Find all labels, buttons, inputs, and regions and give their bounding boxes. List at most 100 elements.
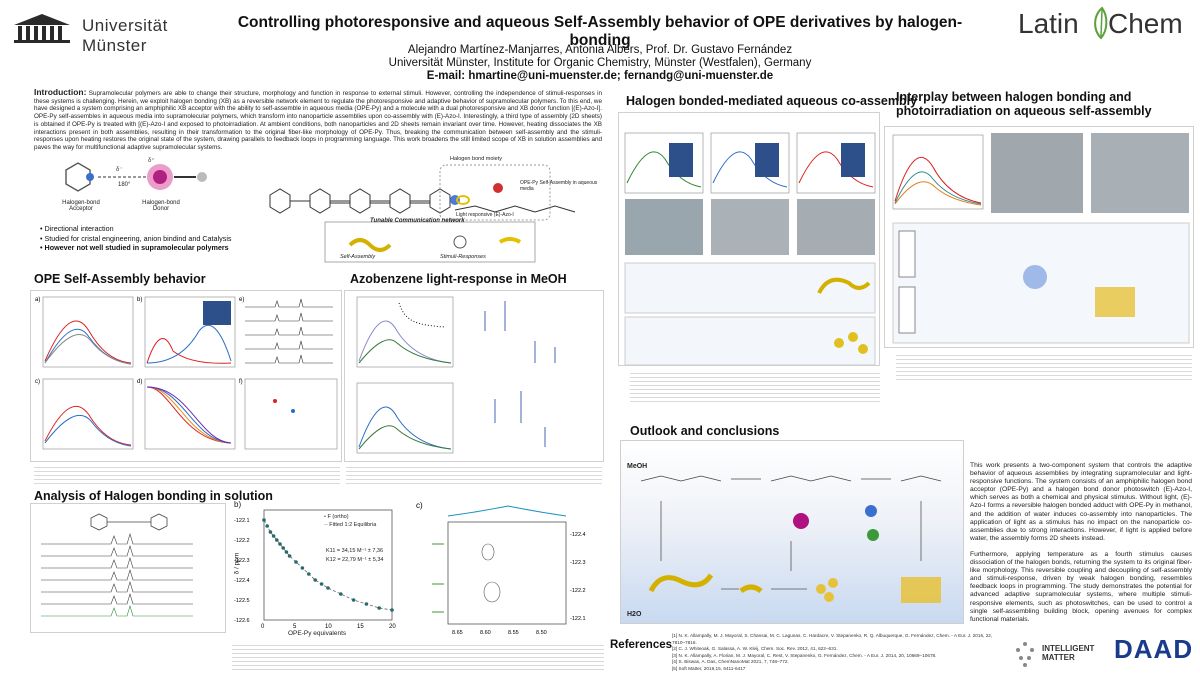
meoh-label: MeOH: [627, 463, 648, 470]
author-names: Alejandro Martínez-Manjarres, Antonia Al…: [407, 44, 793, 56]
university-name-line1: Universität: [82, 16, 168, 35]
reference-item: [3] N. K. Allampally, A. Florian, M. J. …: [672, 652, 937, 658]
angle-label: 180°: [118, 182, 131, 188]
svg-text:8.65: 8.65: [452, 630, 463, 636]
bullet-item: Studied for cristal engineering, anion b…: [40, 234, 232, 244]
ope-self-assembly-figures: a) b) e) c) d) f): [30, 290, 342, 462]
halogen-bond-bullets: Directional interaction Studied for cris…: [40, 224, 232, 253]
figure-azo-caption: [346, 464, 602, 486]
data-point: [313, 578, 317, 582]
data-point: [278, 542, 282, 546]
leaf-icon: [1094, 6, 1108, 40]
y-tick-label: -122.4: [234, 578, 250, 584]
data-point: [307, 572, 311, 576]
k12-annotation: K12 = 22,79 M⁻¹ ± 5,34: [326, 557, 384, 563]
section-interplay: Interplay between halogen bonding and ph…: [896, 90, 1152, 118]
interplay-panels-icon: [892, 133, 1190, 344]
svg-text:δ⁺: δ⁺: [148, 157, 155, 164]
latinchem-logo-right: Chem: [1108, 8, 1183, 39]
outlook-paragraph-1: This work presents a two-component syste…: [970, 462, 1192, 542]
affiliation: Universität Münster, Institute for Organ…: [388, 57, 812, 69]
svg-text:b): b): [137, 297, 142, 303]
x-tick-label: 20: [389, 624, 396, 630]
x-tick-label: 0: [261, 624, 265, 630]
section-outlook: Outlook and conclusions: [630, 424, 780, 438]
data-point: [377, 606, 381, 610]
nmr-2d-figure: c) 8.65 8.60 8.55 8.50 -122.4 -122.3 -122.2 -1…: [408, 500, 604, 640]
latinchem-logo: Latin Chem: [1018, 6, 1188, 46]
figure-2-caption: [232, 642, 604, 670]
x-tick-label: 10: [325, 624, 332, 630]
ope-spectra-plots-icon: a) b) e) c) d) f): [35, 296, 338, 450]
introduction-text: Supramolecular polymers are able to chan…: [34, 90, 602, 151]
ope-py-label: OPE-Py Self-Assembly in aqueous media: [520, 180, 598, 192]
figure-3-caption: [630, 370, 880, 404]
k11-annotation: K11 = 34,15 M⁻¹ ± 7,36: [326, 548, 384, 554]
contact-email: E-mail: hmartine@uni-muenster.de; fernan…: [426, 70, 774, 82]
network-label: Tunable Communication network: [370, 218, 465, 224]
data-point: [268, 530, 273, 534]
stimuli-label: Stimuli-Responses: [440, 254, 486, 260]
introduction-heading: Introduction:: [34, 87, 87, 97]
university-name-line2: Münster: [82, 36, 147, 55]
svg-text:c): c): [416, 501, 423, 510]
data-point: [339, 592, 343, 596]
chart-ylabel: δ / ppm: [233, 552, 241, 575]
data-point: [300, 566, 305, 570]
svg-text:c): c): [35, 379, 40, 385]
reference-item: [5] Soft Matter, 2019,15, 6411-6417: [672, 665, 746, 671]
titration-chart-svg: 0 5 10 15 20 -122.1 -122.2 -122.3 -122.4 -122.5 -1…: [234, 509, 396, 630]
halogen-bond-diagram-icon: δ⁻ δ⁺: [65, 157, 207, 192]
data-point: [390, 608, 394, 612]
authors: Alejandro Martínez-Manjarres, Antonia Al…: [230, 44, 970, 70]
svg-text:a): a): [35, 297, 40, 303]
outlook-scheme: MeOH H2O: [620, 440, 964, 624]
x-tick-label: 15: [357, 624, 364, 630]
self-assembly-label: Self-Assembly: [340, 254, 376, 260]
svg-text:-122.1: -122.1: [570, 616, 586, 622]
halogen-moiety-label: Halogen bond moiety: [450, 156, 502, 162]
titration-chart: 0 5 10 15 20 -122.1 -122.2 -122.3 -122.4 -122.5 -1…: [232, 500, 400, 640]
nmr-titration-figure: [30, 503, 226, 633]
university-emblem-icon: [14, 14, 70, 43]
daad-logo: DAAD: [1114, 634, 1194, 664]
chart-xlabel: OPE-Py equivalents: [288, 630, 347, 637]
legend-series-2-label: Fitted 1:2 Equilibria: [329, 522, 377, 528]
h2o-label: H2O: [627, 611, 642, 618]
legend-series-2: -- Fitted 1:2 Equilibria: [324, 522, 377, 528]
reference-item: [4] S. Biswas, A. Das, ChemNanoMat 2021,…: [672, 659, 789, 665]
y-tick-label: -122.2: [234, 538, 250, 544]
azobenzene-figures: [344, 290, 604, 462]
svg-text:8.60: 8.60: [480, 630, 491, 636]
references-list: [1] N. K. Allampally, M. J. Mayoral, S. …: [672, 633, 1002, 673]
reference-item: [1] N. K. Allampally, M. J. Mayoral, S. …: [672, 633, 993, 645]
svg-text:-122.4: -122.4: [570, 532, 586, 538]
data-point: [326, 586, 330, 590]
y-tick-label: -122.1: [234, 518, 250, 524]
y-tick-label: -122.6: [234, 618, 250, 624]
light-responsive-label: Light responsive (E)-Azo-I: [456, 212, 514, 218]
nmr-stack-icon: [41, 513, 193, 617]
section-halogen-analysis: Analysis of Halogen bonding in solution: [34, 489, 273, 503]
fit-curve: [263, 519, 393, 611]
interplay-figures: [884, 126, 1194, 348]
bullet-item: However not well studied in supramolecul…: [40, 243, 232, 253]
azobenzene-spectra-icon: [356, 296, 556, 454]
acceptor-label: Halogen-bond Acceptor: [62, 200, 100, 212]
intelligent-matter-icon: [1016, 642, 1034, 667]
y-tick-label: -122.3: [234, 558, 250, 564]
data-point: [271, 534, 276, 538]
molecule-structures-icon: [269, 164, 576, 263]
data-point: [364, 602, 369, 606]
data-point: [281, 546, 285, 550]
coassembly-figures: [618, 112, 880, 366]
data-point: [319, 582, 324, 586]
figure-4-caption: [896, 352, 1192, 380]
halogen-bond-scheme: δ⁻ δ⁺ 180° Halogen-bond Acceptor Halogen…: [36, 150, 246, 222]
outlook-workflow-icon: [640, 475, 942, 603]
legend-series-1-label: F (ortho): [327, 514, 349, 520]
outlook-paragraph-2: Furthermore, applying temperature as a f…: [970, 550, 1192, 623]
introduction: Introduction: Supramolecular polymers ar…: [34, 87, 602, 152]
legend-series-1: • F (ortho): [324, 514, 349, 520]
svg-text:8.50: 8.50: [536, 630, 547, 636]
